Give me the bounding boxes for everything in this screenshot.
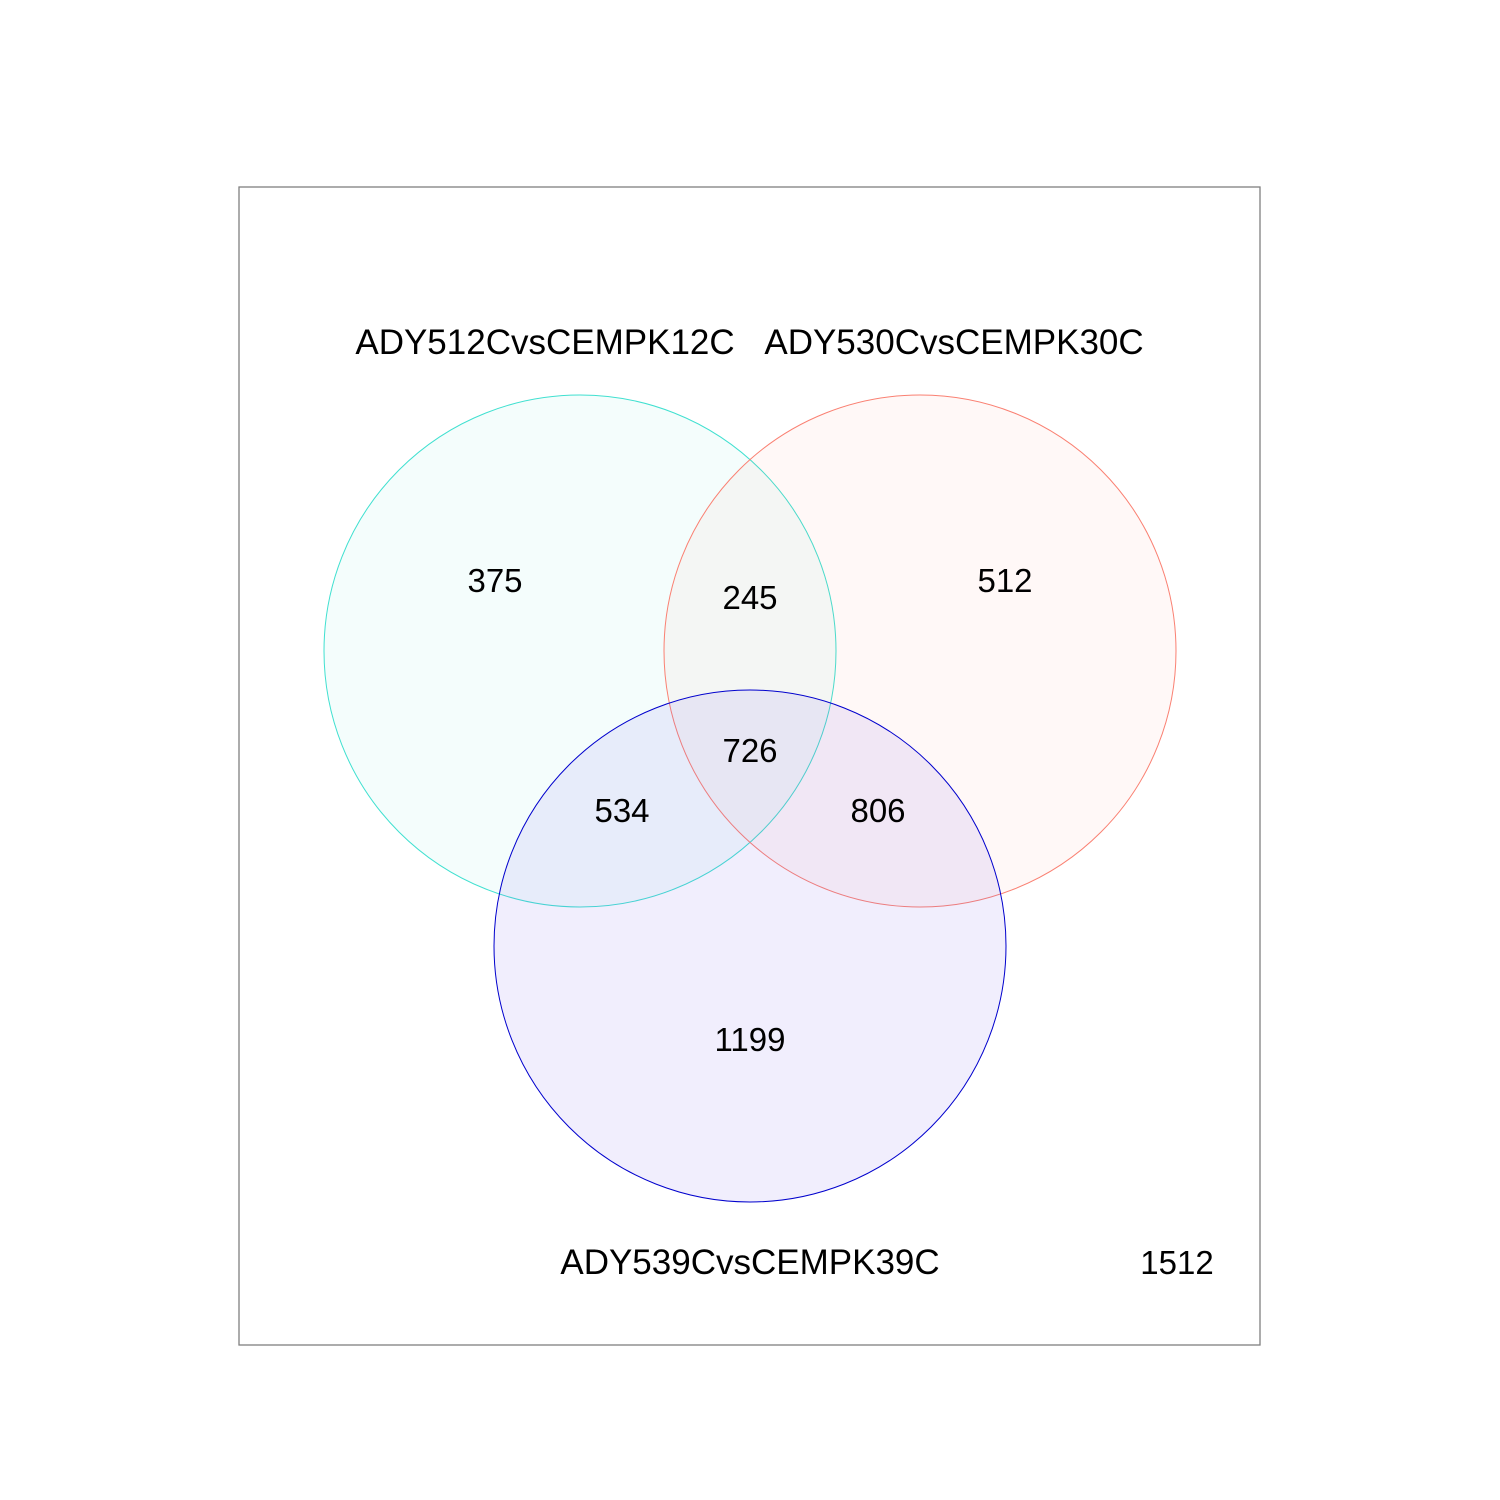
- count-abc: 726: [722, 732, 777, 769]
- set-circle-b: [663, 394, 1177, 908]
- set-label-b: ADY530CvsCEMPK30C: [764, 323, 1143, 362]
- count-ac: 534: [594, 792, 649, 829]
- count-a-only: 375: [467, 562, 522, 599]
- count-ab: 245: [722, 579, 777, 616]
- count-none: 1512: [1140, 1244, 1213, 1281]
- count-c-only: 1199: [715, 1021, 786, 1058]
- set-label-c: ADY539CvsCEMPK39C: [560, 1243, 939, 1282]
- set-circle-c: [493, 689, 1007, 1203]
- set-label-a: ADY512CvsCEMPK12C: [355, 323, 734, 362]
- diagram-frame: [238, 186, 1261, 1346]
- count-b-only: 512: [977, 562, 1032, 599]
- count-bc: 806: [850, 792, 905, 829]
- set-circle-a: [323, 394, 837, 908]
